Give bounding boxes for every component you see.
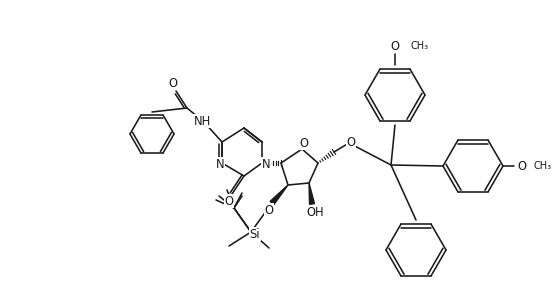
Text: NH: NH bbox=[194, 115, 211, 127]
Polygon shape bbox=[270, 185, 288, 205]
Text: O: O bbox=[169, 76, 177, 90]
Text: O: O bbox=[347, 135, 355, 149]
Text: O: O bbox=[299, 134, 307, 147]
Text: O: O bbox=[264, 204, 273, 216]
Text: CH₃: CH₃ bbox=[534, 161, 552, 171]
Text: Si: Si bbox=[250, 227, 260, 240]
Text: CH₃: CH₃ bbox=[411, 41, 429, 51]
Text: O: O bbox=[300, 137, 309, 150]
Text: N: N bbox=[262, 157, 270, 170]
Polygon shape bbox=[309, 183, 315, 204]
Text: OH: OH bbox=[306, 205, 324, 219]
Text: O: O bbox=[391, 40, 400, 52]
Text: N: N bbox=[216, 157, 224, 170]
Text: O: O bbox=[517, 160, 527, 173]
Text: O: O bbox=[224, 195, 233, 208]
